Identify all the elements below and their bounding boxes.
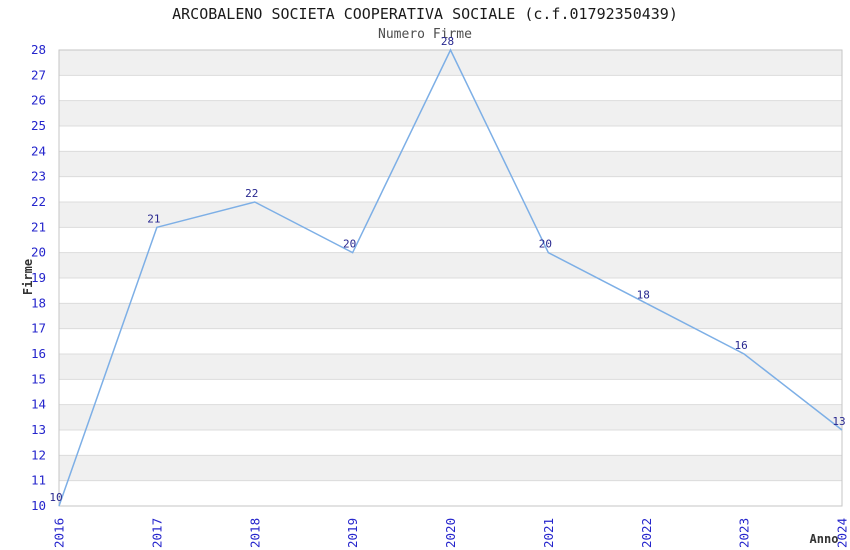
y-tick-label: 15 xyxy=(31,371,46,386)
y-tick-label: 18 xyxy=(31,295,46,310)
chart-title: ARCOBALENO SOCIETA COOPERATIVA SOCIALE (… xyxy=(172,5,678,23)
y-tick-label: 10 xyxy=(31,498,46,513)
point-value-label: 18 xyxy=(637,288,650,301)
y-tick-label: 24 xyxy=(31,143,46,158)
point-value-label: 21 xyxy=(147,212,160,225)
plot-band xyxy=(59,151,842,177)
y-tick-label: 23 xyxy=(31,169,46,184)
plot-band xyxy=(59,455,842,481)
data-line xyxy=(58,48,843,507)
x-tick-label: 2019 xyxy=(345,518,360,548)
point-value-label: 22 xyxy=(245,187,258,200)
point-value-label: 10 xyxy=(49,491,62,504)
y-tick-label: 26 xyxy=(31,93,46,108)
x-tick-label: 2022 xyxy=(639,518,654,548)
point-value-label: 13 xyxy=(832,415,845,428)
y-tick-label: 16 xyxy=(31,346,46,361)
x-tick-label: 2023 xyxy=(737,518,752,548)
x-tick-label: 2021 xyxy=(541,518,556,548)
point-value-label: 28 xyxy=(441,35,454,48)
chart-subtitle: Numero Firme xyxy=(378,27,472,42)
plot-band xyxy=(59,50,842,76)
plot-band xyxy=(59,404,842,430)
plot-band xyxy=(59,252,842,278)
x-tick-label: 2024 xyxy=(835,518,850,548)
point-value-label: 16 xyxy=(735,339,748,352)
point-value-label: 20 xyxy=(343,238,356,251)
y-tick-label: 11 xyxy=(31,473,46,488)
y-tick-label: 14 xyxy=(31,397,46,412)
point-value-label: 20 xyxy=(539,238,552,251)
plot-band xyxy=(59,100,842,126)
y-tick-label: 13 xyxy=(31,422,46,437)
x-tick-label: 2017 xyxy=(149,518,164,548)
y-tick-label: 19 xyxy=(31,270,46,285)
y-axis-title: Firme xyxy=(21,259,35,295)
x-tick-label: 2020 xyxy=(443,518,458,548)
x-tick-label: 2018 xyxy=(247,518,262,548)
y-tick-label: 21 xyxy=(31,219,46,234)
x-axis-title: Anno xyxy=(810,532,839,546)
plot-band xyxy=(59,303,842,329)
y-tick-label: 27 xyxy=(31,67,46,82)
y-tick-label: 17 xyxy=(31,321,46,336)
y-tick-label: 22 xyxy=(31,194,46,209)
y-tick-label: 20 xyxy=(31,245,46,260)
plot-band xyxy=(59,202,842,228)
plot-band xyxy=(59,354,842,380)
y-tick-label: 28 xyxy=(31,42,46,57)
y-tick-label: 25 xyxy=(31,118,46,133)
y-tick-label: 12 xyxy=(31,447,46,462)
x-tick-label: 2016 xyxy=(52,518,67,548)
